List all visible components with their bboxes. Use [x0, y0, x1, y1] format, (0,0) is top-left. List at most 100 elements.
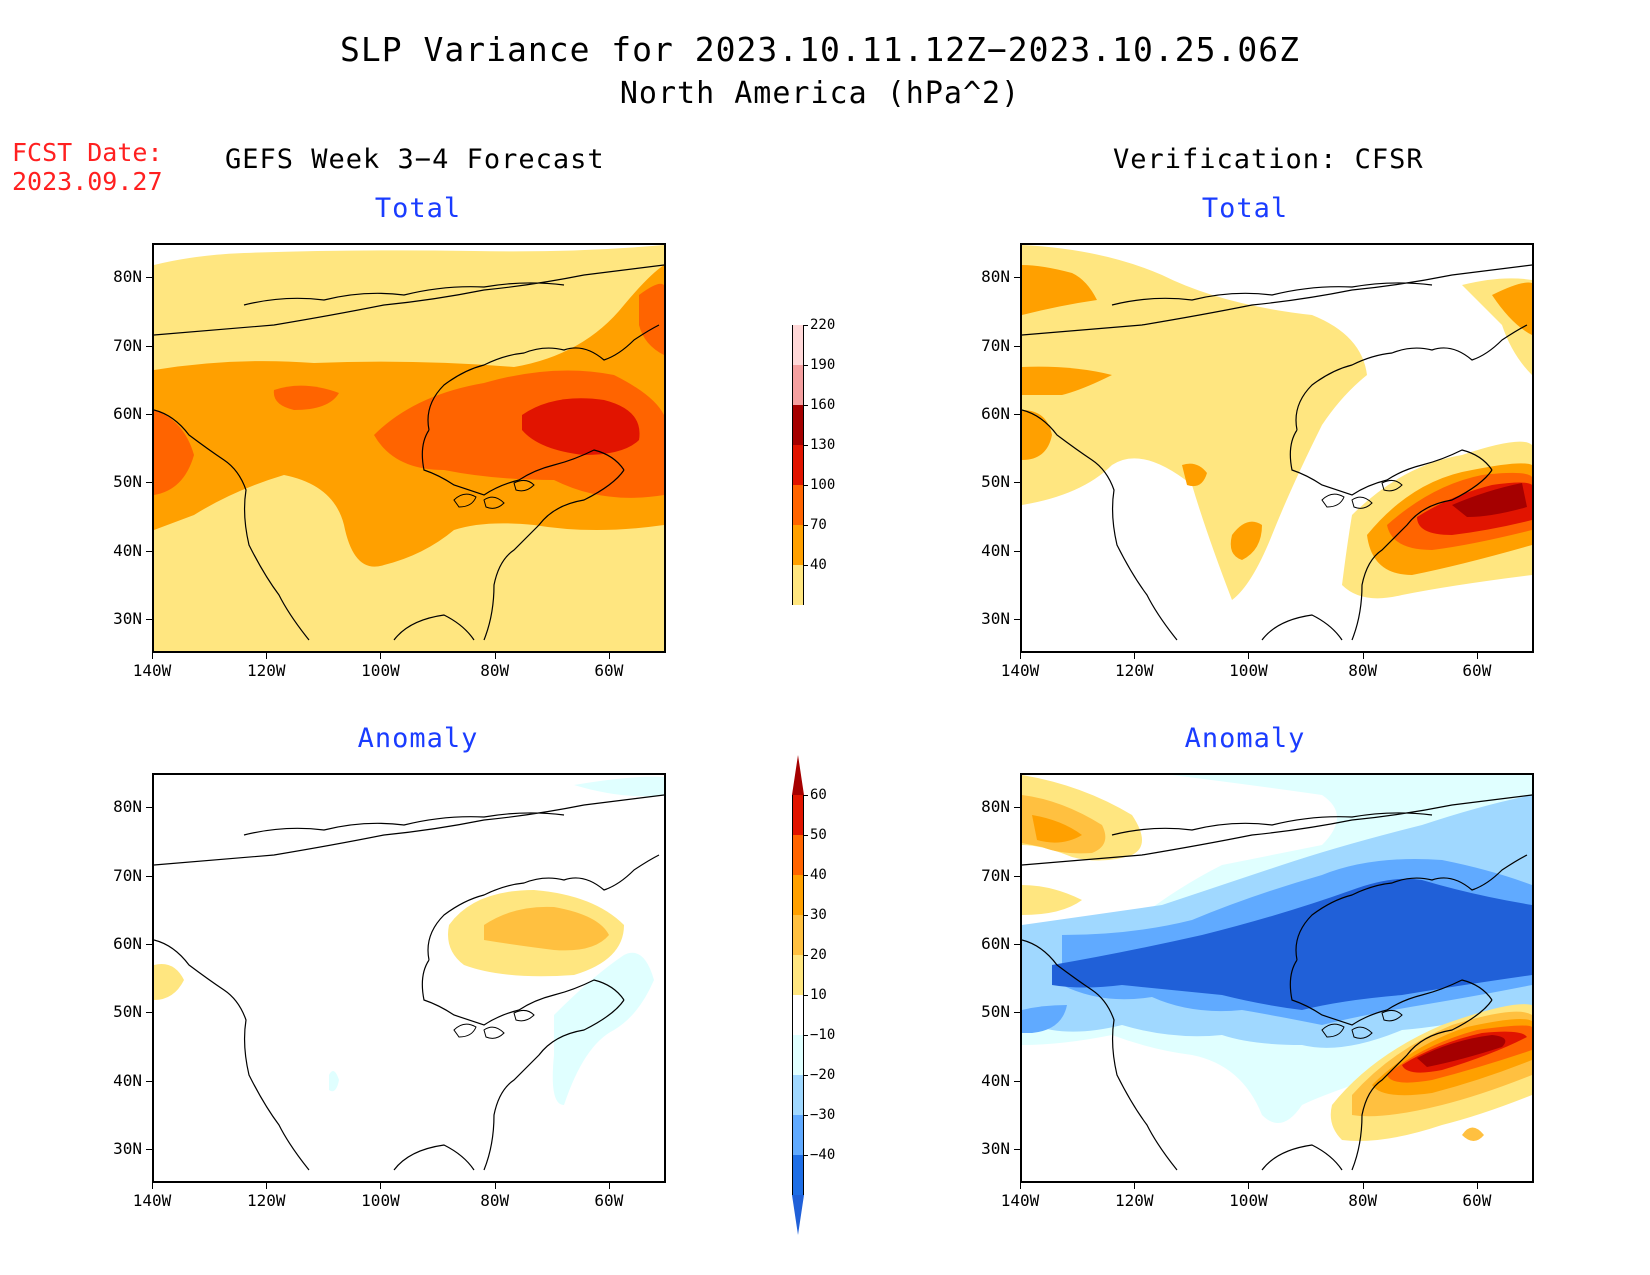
cfsr-contour-40-70-west: [1022, 245, 1367, 600]
colorbar-label: 30: [810, 907, 827, 923]
lon-tick-mark: [1248, 1183, 1250, 1189]
colorbar-segment: [792, 1155, 804, 1195]
lat-tick-label: 70N: [113, 865, 142, 885]
map-panel-cfsr-total: [1020, 243, 1534, 653]
cfsr-anom-60: [1417, 1035, 1506, 1067]
cfsr-contour-70-100-plains: [1230, 521, 1262, 560]
colorbar-tick: [804, 365, 808, 366]
colorbar-tick: [804, 485, 808, 486]
lat-tick-mark: [1014, 618, 1020, 620]
fcst-date: FCST Date: 2023.09.27: [12, 138, 163, 196]
lon-tick-label: 60W: [1462, 1191, 1492, 1210]
colorbar-label: 40: [810, 557, 827, 573]
colorbar-tick: [804, 445, 808, 446]
cfsr-contour-70-100-ak: [1022, 366, 1112, 395]
lon-tick-mark: [1476, 1183, 1478, 1189]
colorbar-tick: [804, 1035, 808, 1036]
right-column-title: Verification: CFSR: [1113, 144, 1424, 175]
colorbar-label: 130: [810, 437, 836, 453]
lon-tick-label: 120W: [246, 1191, 286, 1210]
lon-tick-label: 60W: [594, 1191, 624, 1210]
lat-tick-label: 70N: [981, 335, 1010, 355]
lat-tick-mark: [1014, 550, 1020, 552]
colorbar-segment: [792, 835, 804, 875]
panel-title-gefs-anomaly: Anomaly: [357, 723, 479, 754]
gefs-anom-pos-west: [154, 964, 184, 1000]
lat-tick-mark: [1014, 1080, 1020, 1082]
map-panel-gefs-total: [152, 243, 666, 653]
lat-tick-mark: [1014, 943, 1020, 945]
colorbar-label: 20: [810, 947, 827, 963]
contour-100-130-greenland: [639, 283, 664, 355]
colorbar-segment: [792, 1035, 804, 1075]
coastline: [1022, 794, 1532, 1171]
lat-tick-mark: [1014, 1148, 1020, 1150]
colorbar-tick: [804, 1075, 808, 1076]
cfsr-anom-neg-40: [1052, 878, 1532, 1010]
colorbar-segment: [792, 445, 804, 485]
fcst-date-value: 2023.09.27: [12, 167, 163, 196]
lat-tick-label: 30N: [981, 608, 1010, 628]
contour-100-130-west: [154, 410, 194, 495]
colorbar-tick: [804, 565, 808, 566]
lat-tick-label: 30N: [981, 1138, 1010, 1158]
lon-tick-mark: [380, 653, 382, 659]
fcst-date-label: FCST Date:: [12, 138, 163, 167]
colorbar-segment: [792, 525, 804, 565]
colorbar-anomaly: 60 50 40 30 20 10 −10 −20 −30 −40: [792, 755, 872, 1235]
lon-tick-label: 100W: [361, 1191, 400, 1210]
colorbar-label: 100: [810, 477, 836, 493]
cfsr-contour-70-100-dot: [1182, 463, 1207, 487]
colorbar-tick: [804, 915, 808, 916]
colorbar-segment: [792, 325, 804, 365]
lon-tick-label: 80W: [480, 661, 510, 680]
lon-tick-mark: [1020, 1183, 1021, 1189]
colorbar-tick: [804, 1155, 808, 1156]
lon-tick-label: 60W: [594, 661, 624, 680]
colorbar-segment: [792, 405, 804, 445]
lat-tick-label: 30N: [113, 1138, 142, 1158]
lat-tick-label: 30N: [113, 608, 142, 628]
lat-tick-mark: [1014, 413, 1020, 415]
lat-tick-mark: [146, 550, 152, 552]
lat-tick-label: 40N: [981, 540, 1010, 560]
lon-tick-label: 120W: [1114, 661, 1154, 680]
lat-tick-label: 80N: [113, 267, 142, 287]
colorbar-label: 40: [810, 867, 827, 883]
lat-tick-mark: [146, 875, 152, 877]
lon-tick-mark: [608, 653, 610, 659]
lon-tick-mark: [1134, 653, 1136, 659]
colorbar-tick: [804, 405, 808, 406]
lat-tick-mark: [1014, 277, 1020, 279]
colorbar-tick: [804, 875, 808, 876]
colorbar-label: 50: [810, 827, 827, 843]
lon-tick-mark: [380, 1183, 382, 1189]
colorbar-segment: [792, 365, 804, 405]
contour-100-130-yukon: [273, 385, 339, 410]
lon-tick-label: 140W: [1000, 661, 1040, 680]
lat-tick-mark: [1014, 807, 1020, 809]
colorbar-label: 220: [810, 317, 836, 333]
lon-tick-mark: [494, 653, 496, 659]
colorbar-segment: [792, 915, 804, 955]
lon-tick-mark: [152, 653, 153, 659]
lat-tick-mark: [146, 345, 152, 347]
lon-tick-label: 140W: [132, 1191, 172, 1210]
lat-tick-label: 80N: [113, 797, 142, 817]
cfsr-contour-70-100-nw: [1022, 260, 1097, 315]
colorbar-tick: [804, 795, 808, 796]
colorbar-tick: [804, 835, 808, 836]
lon-tick-mark: [1476, 653, 1478, 659]
cfsr-contour-70-100-greenland: [1492, 282, 1532, 335]
lat-tick-mark: [146, 413, 152, 415]
colorbar-label: −40: [810, 1147, 836, 1163]
great-lakes-outline: [1321, 1009, 1403, 1039]
lat-tick-mark: [146, 277, 152, 279]
colorbar-label: 160: [810, 397, 836, 413]
lat-tick-label: 60N: [113, 933, 142, 953]
colorbar-segment: [792, 1075, 804, 1115]
coastline: [1022, 264, 1532, 641]
lat-tick-mark: [1014, 875, 1020, 877]
lon-tick-label: 140W: [1000, 1191, 1040, 1210]
lat-tick-mark: [146, 943, 152, 945]
